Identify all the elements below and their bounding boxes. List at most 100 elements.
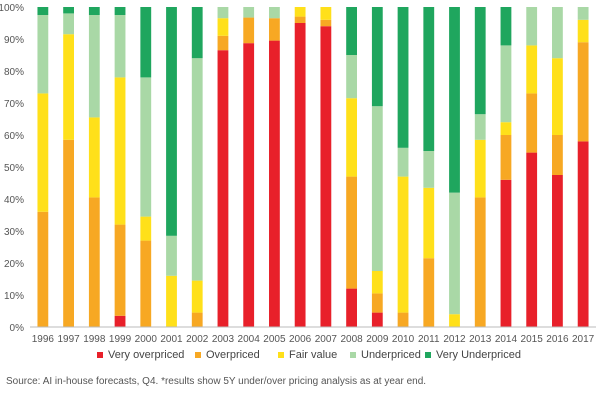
x-tick-label: 2000 (135, 334, 158, 345)
bar-segment (397, 312, 409, 327)
bar-segment (114, 15, 126, 78)
bar-segment (577, 7, 589, 20)
legend-label: Overpriced (206, 349, 260, 361)
bar-segment (423, 151, 435, 188)
y-tick-label: 70% (4, 99, 24, 110)
bar-segment (294, 7, 306, 17)
legend-swatch (97, 352, 103, 358)
bar-segment (114, 77, 126, 225)
bar-segment (526, 93, 538, 153)
x-tick-label: 2009 (366, 334, 389, 345)
x-tick-label: 1999 (109, 334, 132, 345)
bar-segment (63, 34, 74, 140)
bar-segment (371, 293, 383, 313)
bar-segment (217, 18, 229, 36)
bar-segment (449, 314, 460, 327)
bar-segment (346, 176, 357, 289)
bar-segment (88, 7, 100, 15)
bar-segment (217, 7, 229, 19)
bar-segment (500, 179, 512, 327)
bar-segment (500, 7, 512, 46)
bar-segment (63, 139, 74, 327)
bar-segment (294, 23, 306, 327)
x-tick-label: 2001 (160, 334, 183, 345)
bar-segment (37, 211, 49, 327)
bar-segment (371, 312, 383, 327)
legend-label: Very overpriced (108, 349, 184, 361)
x-tick-label: 1998 (83, 334, 106, 345)
y-tick-label: 90% (4, 35, 24, 46)
x-tick-label: 2007 (315, 334, 338, 345)
bar-segment (217, 50, 229, 327)
bar-segment (423, 7, 435, 151)
bar-segment (217, 35, 229, 51)
bar-segment (320, 19, 332, 27)
y-tick-label: 60% (4, 131, 24, 142)
bar-segment (552, 135, 563, 175)
bar-segment (140, 77, 152, 217)
bar-segment (552, 175, 563, 327)
y-tick-label: 0% (10, 323, 25, 334)
bar-segment (269, 18, 280, 41)
bar-segment (552, 7, 563, 59)
x-tick-label: 2010 (392, 334, 415, 345)
legend-swatch (278, 352, 284, 358)
bar-segment (577, 141, 589, 327)
bar-segment (320, 7, 332, 20)
bar-segment (166, 7, 177, 236)
bar-segment (449, 7, 460, 193)
bar-segment (191, 280, 203, 313)
x-tick-label: 2011 (418, 334, 440, 345)
bar-segment (269, 40, 280, 327)
x-tick-label: 2015 (521, 334, 544, 345)
bar-segment (526, 7, 538, 46)
bar-segment (346, 288, 357, 327)
bar-segment (346, 7, 357, 55)
bar-segment (88, 15, 100, 118)
x-tick-label: 2017 (572, 334, 595, 345)
legend-label: Fair value (289, 349, 337, 361)
bar-segment (474, 114, 486, 140)
legend-label: Underpriced (361, 349, 421, 361)
bar-segment (577, 42, 589, 142)
bar-segment (423, 258, 435, 327)
bar-segment (526, 45, 538, 94)
x-tick-label: 2014 (495, 334, 518, 345)
legend: Very overpriced Overpriced Fair value Under… (97, 349, 521, 361)
bar-segment (140, 240, 152, 327)
bar-segment (243, 7, 255, 18)
bar-segment (371, 271, 383, 294)
legend-swatch (425, 352, 431, 358)
bar-segment (397, 176, 409, 313)
bar-segment (449, 192, 460, 315)
legend-label: Very Underpriced (436, 349, 521, 361)
source-note: Source: AI in-house forecasts, Q4. *resu… (6, 376, 427, 387)
bar-segment (269, 7, 280, 19)
bar-segment (294, 16, 306, 23)
bar-segment (500, 122, 512, 135)
bar-segment (63, 13, 74, 35)
bar-segment (37, 93, 49, 212)
bar-segment (474, 7, 486, 115)
bar-segment (577, 19, 589, 43)
bar-segment (500, 45, 512, 123)
x-tick-label: 2004 (238, 334, 261, 345)
x-tick-label: 2016 (546, 334, 569, 345)
bar-segment (140, 7, 152, 78)
bar-segment (397, 7, 409, 148)
bar-segment (140, 216, 152, 241)
bar-segment (191, 312, 203, 327)
y-tick-label: 80% (4, 67, 24, 78)
bar-segment (114, 224, 126, 316)
bar-segment (243, 17, 255, 44)
bars (37, 7, 589, 327)
bar-segment (371, 7, 383, 107)
y-tick-label: 100% (0, 3, 24, 14)
y-tick-label: 40% (4, 195, 24, 206)
x-tick-label: 2006 (289, 334, 312, 345)
bar-segment (166, 235, 177, 276)
bar-segment (423, 187, 435, 259)
bar-segment (37, 7, 49, 15)
legend-swatch (350, 352, 356, 358)
